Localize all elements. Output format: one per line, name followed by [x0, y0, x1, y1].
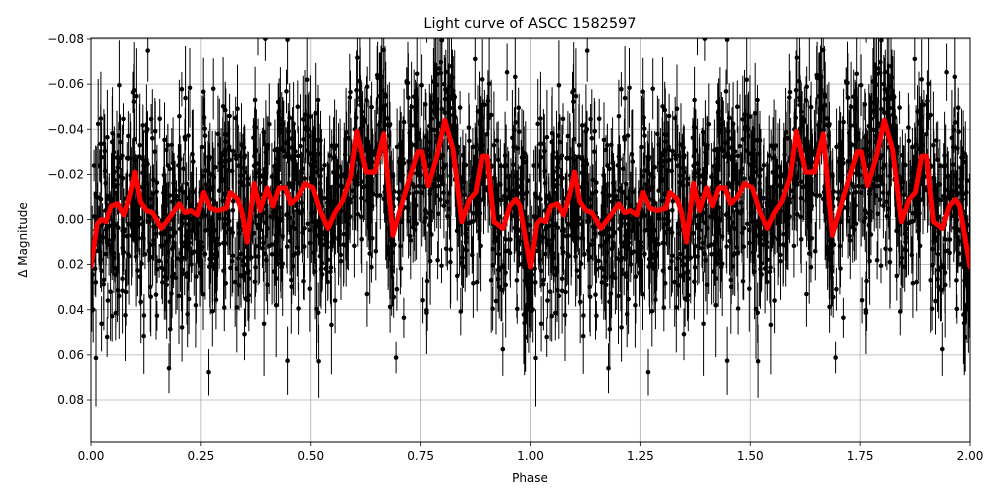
- x-tick-label: 0.25: [188, 449, 215, 463]
- y-tick-label: −0.06: [47, 77, 84, 91]
- x-tick-label: 0.00: [78, 449, 105, 463]
- x-tick-label: 1.75: [847, 449, 874, 463]
- x-axis-ticks: 0.00 0.25 0.50 0.75 1.00 1.25 1.50 1.75 2.00: [78, 442, 984, 463]
- x-tick-label: 0.50: [297, 449, 324, 463]
- y-tick-label: −0.04: [47, 122, 84, 136]
- x-tick-label: 0.75: [407, 449, 434, 463]
- x-tick-label: 2.00: [957, 449, 984, 463]
- y-tick-label: 0.00: [57, 213, 84, 227]
- y-tick-label: −0.08: [47, 32, 84, 46]
- y-axis-ticks: −0.08 −0.06 −0.04 −0.02 0.00 0.02 0.04 0.06 0.08: [47, 32, 91, 407]
- x-axis-label: Phase: [512, 471, 548, 485]
- y-axis-label: Δ Magnitude: [16, 202, 30, 278]
- x-tick-label: 1.25: [627, 449, 654, 463]
- chart-title: Light curve of ASCC 1582597: [423, 16, 636, 32]
- y-tick-label: 0.06: [57, 348, 84, 362]
- x-tick-label: 1.50: [737, 449, 764, 463]
- y-tick-label: 0.04: [57, 303, 84, 317]
- y-tick-label: −0.02: [47, 167, 84, 181]
- y-tick-label: 0.08: [57, 393, 84, 407]
- x-tick-label: 1.00: [517, 449, 544, 463]
- y-tick-label: 0.02: [57, 258, 84, 272]
- binned-curve: [91, 117, 970, 270]
